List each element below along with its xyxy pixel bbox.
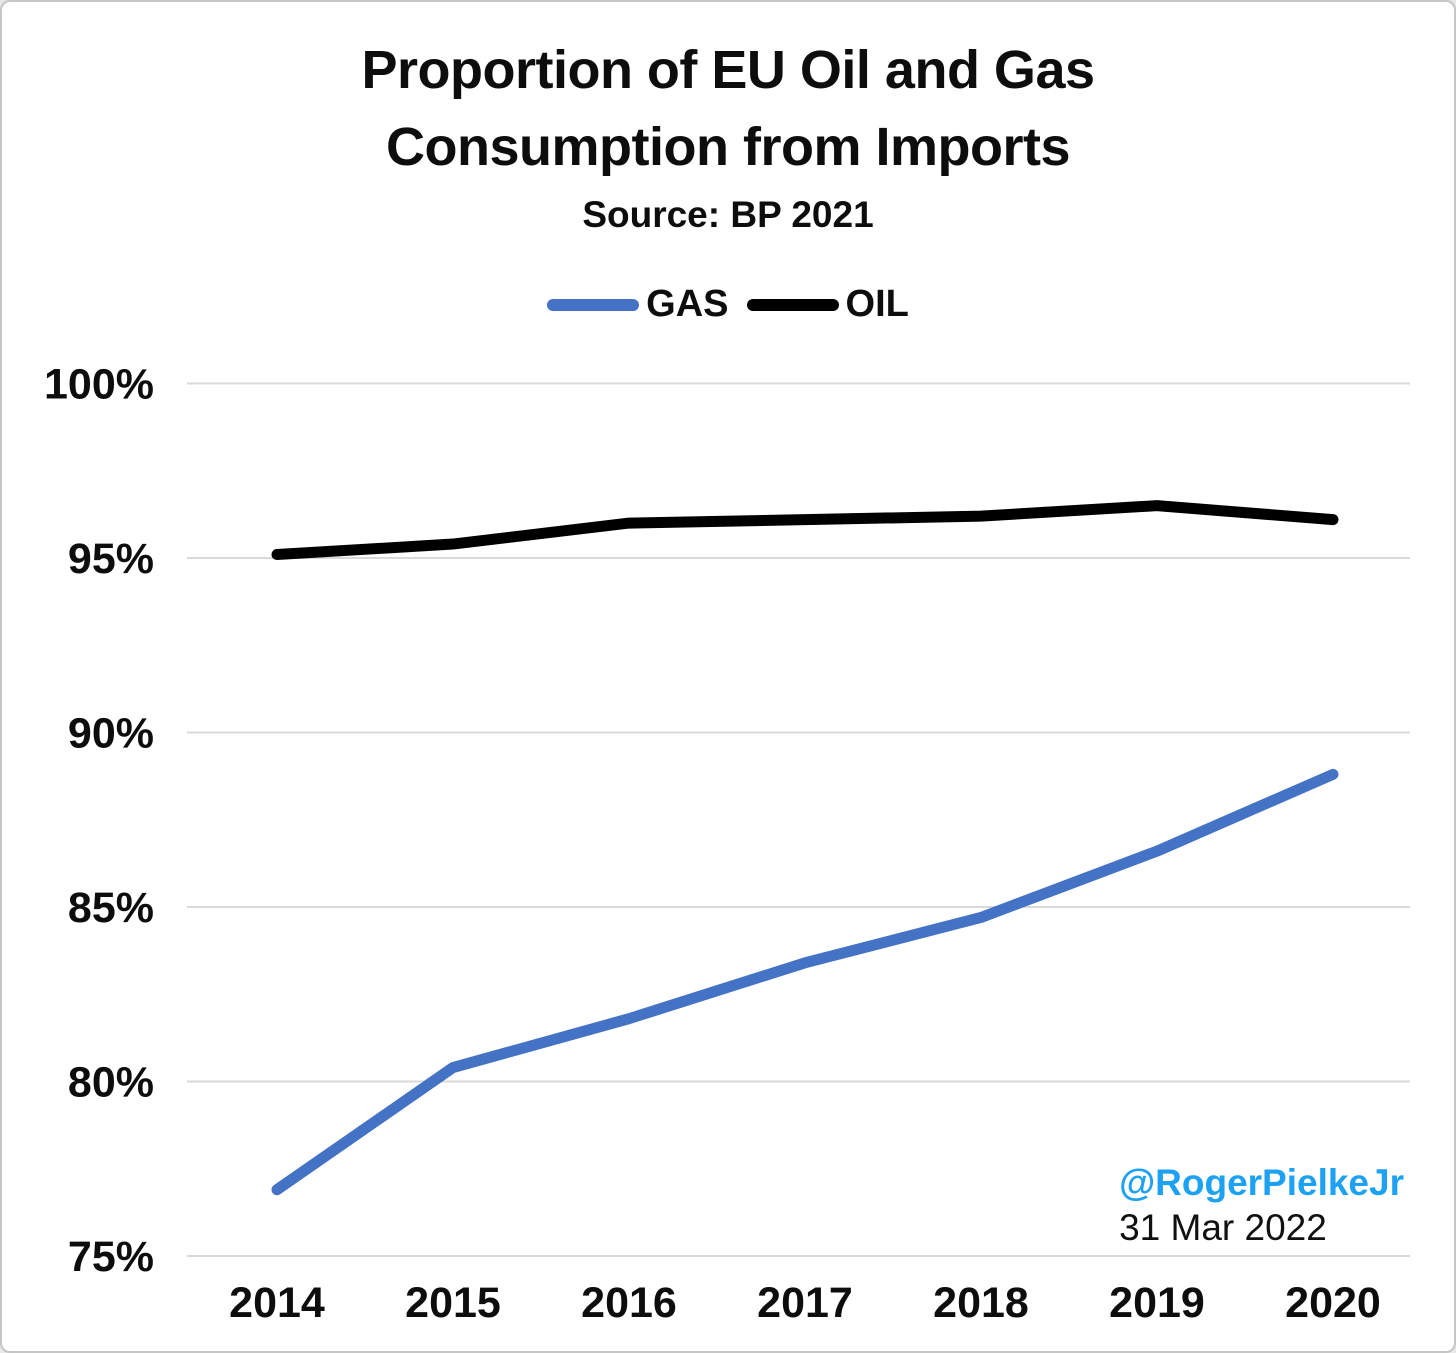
y-tick-label: 75% [68, 1233, 154, 1281]
watermark-date: 31 Mar 2022 [1119, 1207, 1327, 1249]
x-tick-label: 2019 [1109, 1279, 1205, 1327]
gas-line-swatch-icon [547, 298, 640, 311]
x-tick-label: 2015 [405, 1279, 501, 1327]
legend-label-gas: GAS [646, 283, 729, 325]
series-line-gas [271, 768, 1339, 1196]
watermark: @RogerPielkeJr 31 Mar 2022 [1119, 1160, 1404, 1250]
watermark-handle: @RogerPielkeJr [1119, 1162, 1404, 1203]
y-tick-label: 80% [68, 1059, 154, 1107]
x-tick-label: 2016 [581, 1279, 677, 1327]
y-tick-label: 100% [44, 361, 154, 409]
legend-entry-gas: GAS [547, 283, 729, 326]
y-tick-label: 85% [68, 884, 154, 932]
legend-entry-oil: OIL [746, 283, 909, 326]
x-tick-label: 2020 [1285, 1279, 1381, 1327]
oil-line-swatch-icon [746, 298, 839, 311]
y-tick-label: 95% [68, 535, 154, 583]
x-tick-label: 2018 [933, 1279, 1029, 1327]
x-tick-label: 2017 [757, 1279, 853, 1327]
line-chart-plot-area: 75% 80% 85% 90% 95% 100% 2014 2015 2016 2017 2018 2… [44, 361, 1410, 1327]
legend-label-oil: OIL [845, 283, 909, 325]
chart-title: Proportion of EU Oil and Gas Consumption… [361, 40, 1095, 177]
chart-subtitle: Source: BP 2021 [582, 194, 874, 235]
legend: GAS OIL [2, 283, 1454, 326]
x-tick-label: 2014 [229, 1279, 325, 1327]
series-line-oil [271, 500, 1339, 561]
y-tick-label: 90% [68, 710, 154, 758]
